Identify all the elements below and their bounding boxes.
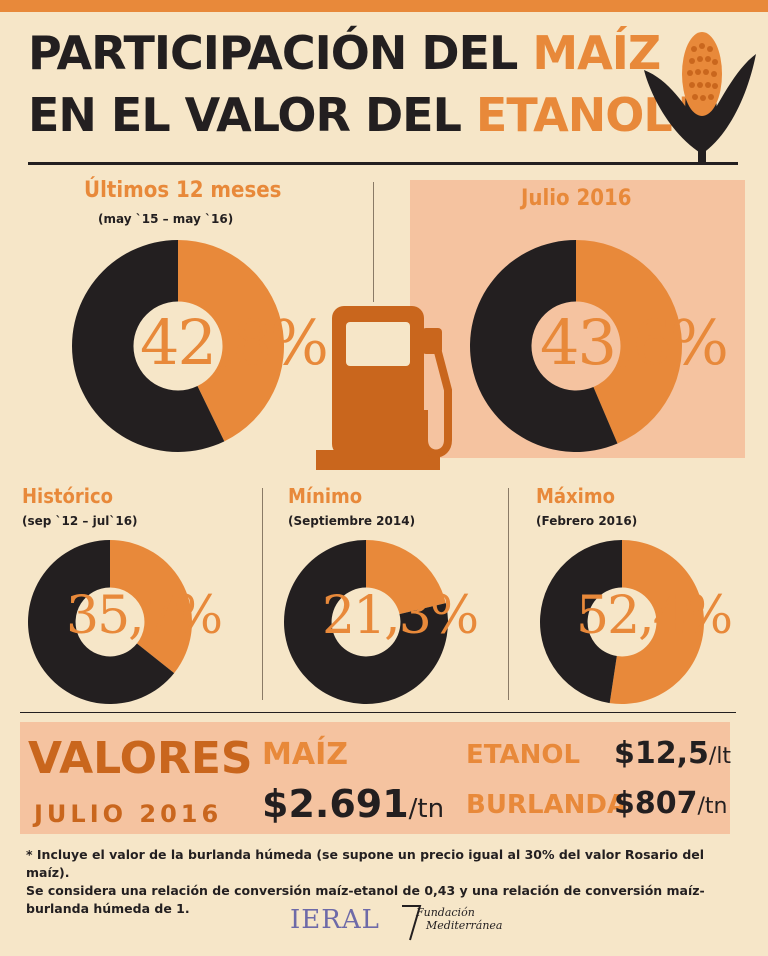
maiz-price-unit: /tn <box>408 794 445 824</box>
chart-3-value-label: 35,7% <box>66 586 223 646</box>
donut-chart-5 <box>540 540 704 704</box>
section-divider <box>20 712 736 713</box>
fundacion-mediterranea-logo: Fundación Mediterránea <box>416 906 503 932</box>
chart-4-title: Mínimo <box>288 484 363 508</box>
etanol-label: ETANOL <box>466 740 581 770</box>
slice-otros <box>284 540 448 704</box>
chart-5-title: Máximo <box>536 484 615 508</box>
divider-top <box>373 182 374 302</box>
footnote-line-3: burlanda húmeda de 1. <box>26 901 190 916</box>
burlanda-price-value: $807 <box>614 786 698 821</box>
corn-icon <box>644 32 756 162</box>
etanol-price-unit: /lt <box>708 744 732 769</box>
top-accent-bar <box>0 0 768 12</box>
slice-otros <box>28 540 175 704</box>
chart-4-subtitle: (Septiembre 2014) <box>288 514 416 528</box>
slice-maiz <box>110 540 192 674</box>
chart-1-value-label: 42,8% <box>140 306 329 379</box>
chart-4-value-label: 21,3% <box>322 586 479 646</box>
slice-maiz <box>609 540 704 704</box>
page-title-line1: PARTICIPACIÓN DEL MAÍZ <box>28 26 661 80</box>
slice-maiz <box>366 540 446 615</box>
chart-2-value-label: 43,6% <box>540 306 729 379</box>
title-divider <box>28 162 738 165</box>
slice-otros <box>72 240 225 452</box>
ieral-logo: IERAL <box>290 905 380 935</box>
footnote-line-1: * Incluye el valor de la burlanda húmeda… <box>26 847 705 880</box>
fundacion-logo-line-2: Mediterránea <box>426 919 503 932</box>
divider-mid-1 <box>262 488 263 700</box>
footnote: * Incluye el valor de la burlanda húmeda… <box>26 846 746 918</box>
title-line1-orange: MAÍZ <box>532 26 661 80</box>
slice-otros <box>470 240 618 452</box>
chart-3-subtitle: (sep `12 – jul`16) <box>22 514 138 528</box>
burlanda-price: $807/tn <box>614 786 727 821</box>
burlanda-label: BURLANDA <box>466 790 628 820</box>
fundacion-logo-line-1: Fundación <box>416 906 475 919</box>
chart-5-value-label: 52,4% <box>576 586 733 646</box>
fundacion-mediterranea-logo-mark <box>402 905 422 941</box>
valores-heading: VALORES <box>28 733 253 784</box>
slice-otros <box>540 540 622 704</box>
slice-maiz <box>178 240 284 442</box>
donut-chart-3 <box>28 540 192 704</box>
maiz-price-value: $2.691 <box>262 782 409 826</box>
chart-1-subtitle: (may `15 – may `16) <box>98 212 234 226</box>
maiz-label: MAÍZ <box>262 737 348 772</box>
chart-5-subtitle: (Febrero 2016) <box>536 514 638 528</box>
page-title-line2: EN EL VALOR DEL ETANOL* <box>28 88 696 142</box>
etanol-price-value: $12,5 <box>614 736 709 771</box>
title-line2-dark: EN EL VALOR DEL <box>28 88 462 142</box>
valores-period: JULIO 2016 <box>34 800 223 828</box>
burlanda-price-unit: /tn <box>697 794 728 819</box>
etanol-price: $12,5/lt <box>614 736 731 771</box>
valores-panel <box>20 722 730 834</box>
title-line1-dark: PARTICIPACIÓN DEL <box>28 26 518 80</box>
fuel-pump-icon <box>316 306 452 470</box>
maiz-price: $2.691/tn <box>262 782 444 826</box>
footnote-line-2: Se considera una relación de conversión … <box>26 883 705 898</box>
donut-chart-1 <box>72 240 284 452</box>
donut-chart-4 <box>284 540 448 704</box>
chart-2-title: Julio 2016 <box>521 186 632 211</box>
chart-3-title: Histórico <box>22 484 113 508</box>
donut-chart-2 <box>470 240 682 452</box>
chart-1-title: Últimos 12 meses <box>84 178 282 203</box>
slice-maiz <box>576 240 682 444</box>
divider-mid-2 <box>508 488 509 700</box>
